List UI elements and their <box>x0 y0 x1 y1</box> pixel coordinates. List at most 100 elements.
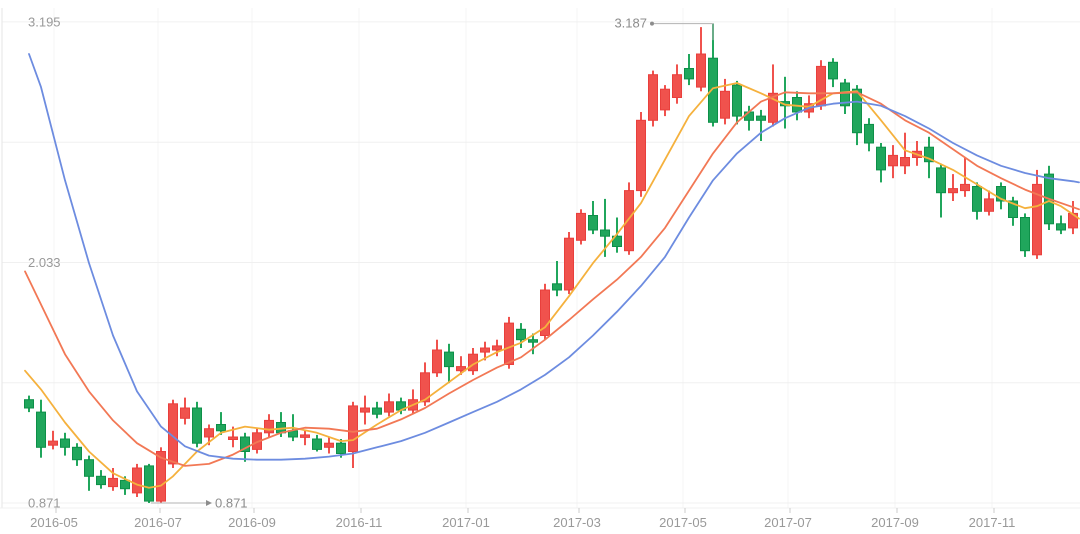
candle[interactable] <box>924 136 934 179</box>
candle[interactable] <box>156 447 166 504</box>
candle[interactable] <box>84 455 94 491</box>
candle[interactable] <box>36 399 46 458</box>
candle[interactable] <box>540 283 550 340</box>
candle[interactable] <box>360 395 370 425</box>
candle[interactable] <box>828 58 838 88</box>
candle[interactable] <box>96 470 106 489</box>
candle[interactable] <box>852 85 862 146</box>
candle[interactable] <box>480 341 490 361</box>
candle[interactable] <box>1008 196 1018 226</box>
candle[interactable] <box>324 437 334 454</box>
candle[interactable] <box>564 232 574 295</box>
candle[interactable] <box>984 190 994 216</box>
candle[interactable] <box>384 393 394 417</box>
y-axis-label: 0.871 <box>28 496 61 511</box>
candle-body <box>636 119 646 192</box>
candle-body <box>684 68 694 80</box>
candle[interactable] <box>552 261 562 297</box>
candle[interactable] <box>936 163 946 218</box>
candle-body <box>492 345 502 351</box>
x-axis-label: 2017-05 <box>659 515 707 530</box>
candle-body <box>48 440 58 446</box>
candle[interactable] <box>48 430 58 450</box>
candle[interactable] <box>444 343 454 384</box>
candle[interactable] <box>192 401 202 448</box>
candle[interactable] <box>588 201 598 235</box>
candle-body <box>888 154 898 167</box>
candle[interactable] <box>972 182 982 220</box>
candle[interactable] <box>732 80 742 125</box>
candle-body <box>264 419 274 434</box>
candle[interactable] <box>576 209 586 245</box>
candle[interactable] <box>132 463 142 497</box>
candle-body <box>696 53 706 88</box>
candle[interactable] <box>684 54 694 86</box>
candle[interactable] <box>660 85 670 117</box>
candle[interactable] <box>996 182 1006 210</box>
candle[interactable] <box>1056 215 1066 235</box>
candle[interactable] <box>348 401 358 468</box>
candle-body <box>1032 183 1042 256</box>
candles-series <box>24 23 1078 504</box>
candle[interactable] <box>768 64 778 127</box>
candle[interactable] <box>864 118 874 152</box>
candle[interactable] <box>432 339 442 377</box>
candle[interactable] <box>504 316 514 369</box>
candle[interactable] <box>888 145 898 179</box>
x-axis-label: 2016-05 <box>30 515 78 530</box>
candle-body <box>828 61 838 80</box>
ma-line-ma-short <box>24 82 1080 489</box>
y-axis-label: 3.195 <box>28 14 61 29</box>
candle-body <box>144 465 154 502</box>
candle-body <box>324 442 334 448</box>
candle[interactable] <box>300 430 310 446</box>
candle[interactable] <box>60 432 70 456</box>
candle-body <box>300 434 310 438</box>
candle[interactable] <box>24 395 34 413</box>
candle[interactable] <box>108 468 118 491</box>
axes <box>0 8 1080 513</box>
x-axis-label: 2016-11 <box>336 515 383 530</box>
candle[interactable] <box>468 348 478 375</box>
candle[interactable] <box>144 463 154 503</box>
candle-body <box>60 438 70 448</box>
candle[interactable] <box>528 333 538 355</box>
candle-body <box>204 428 214 438</box>
candle[interactable] <box>264 414 274 437</box>
candle[interactable] <box>72 443 82 466</box>
candle[interactable] <box>696 27 706 92</box>
candle-body <box>420 372 430 403</box>
candle[interactable] <box>840 78 850 114</box>
candle[interactable] <box>948 174 958 201</box>
candle-body <box>936 167 946 194</box>
candle[interactable] <box>216 412 226 435</box>
candle[interactable] <box>1020 213 1030 257</box>
candle[interactable] <box>516 323 526 348</box>
candle[interactable] <box>780 76 790 129</box>
candle[interactable] <box>672 64 682 104</box>
candle[interactable] <box>372 401 382 419</box>
candle-body <box>588 215 598 231</box>
candle[interactable] <box>756 109 766 141</box>
candle[interactable] <box>876 143 886 183</box>
candle[interactable] <box>180 397 190 425</box>
candle[interactable] <box>708 23 718 127</box>
candle[interactable] <box>240 432 250 462</box>
candle[interactable] <box>636 112 646 197</box>
candle[interactable] <box>492 339 502 357</box>
x-axis-label: 2017-01 <box>442 515 490 530</box>
candle[interactable] <box>312 434 322 452</box>
candle-body <box>648 74 658 121</box>
candle-body <box>120 479 130 490</box>
candle[interactable] <box>900 132 910 175</box>
grid <box>2 8 1080 508</box>
candle[interactable] <box>408 389 418 415</box>
candle-body <box>516 328 526 341</box>
candle[interactable] <box>456 356 466 375</box>
max-annotation-label: 3.187 <box>614 16 647 31</box>
candle[interactable] <box>648 70 658 127</box>
candle[interactable] <box>1032 169 1042 259</box>
candle-body <box>552 283 562 291</box>
